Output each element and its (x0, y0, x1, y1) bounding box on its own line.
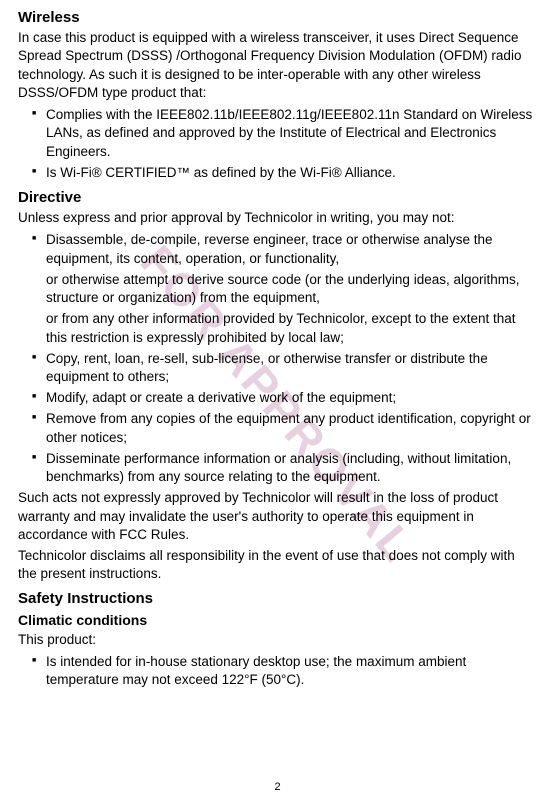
page-content: Wireless In case this product is equippe… (18, 8, 537, 689)
list-item: Copy, rent, loan, re-sell, sub-license, … (18, 350, 537, 386)
climatic-subheading: Climatic conditions (18, 611, 537, 630)
directive-heading: Directive (18, 188, 537, 208)
safety-heading: Safety Instructions (18, 589, 537, 609)
wireless-intro: In case this product is equipped with a … (18, 29, 537, 102)
wireless-list: Complies with the IEEE802.11b/IEEE802.11… (18, 106, 537, 182)
list-item: Disassemble, de-compile, reverse enginee… (18, 231, 537, 346)
directive-list: Disassemble, de-compile, reverse enginee… (18, 231, 537, 486)
list-item: Is intended for in-house stationary desk… (18, 653, 537, 689)
list-item-text: Disassemble, de-compile, reverse enginee… (46, 232, 492, 265)
safety-intro: This product: (18, 631, 537, 649)
list-item: Remove from any copies of the equipment … (18, 410, 537, 446)
list-item: Modify, adapt or create a derivative wor… (18, 389, 537, 407)
page-number: 2 (274, 780, 280, 795)
list-item: Complies with the IEEE802.11b/IEEE802.11… (18, 106, 537, 161)
list-item-subtext: or otherwise attempt to derive source co… (46, 271, 537, 307)
directive-intro: Unless express and prior approval by Tec… (18, 209, 537, 227)
safety-list: Is intended for in-house stationary desk… (18, 653, 537, 689)
list-item: Disseminate performance information or a… (18, 450, 537, 486)
directive-disclaimer: Technicolor disclaims all responsibility… (18, 547, 537, 583)
list-item: Is Wi-Fi® CERTIFIED™ as defined by the W… (18, 164, 537, 182)
wireless-heading: Wireless (18, 8, 537, 28)
directive-conclusion: Such acts not expressly approved by Tech… (18, 489, 537, 544)
list-item-subtext: or from any other information provided b… (46, 310, 537, 346)
